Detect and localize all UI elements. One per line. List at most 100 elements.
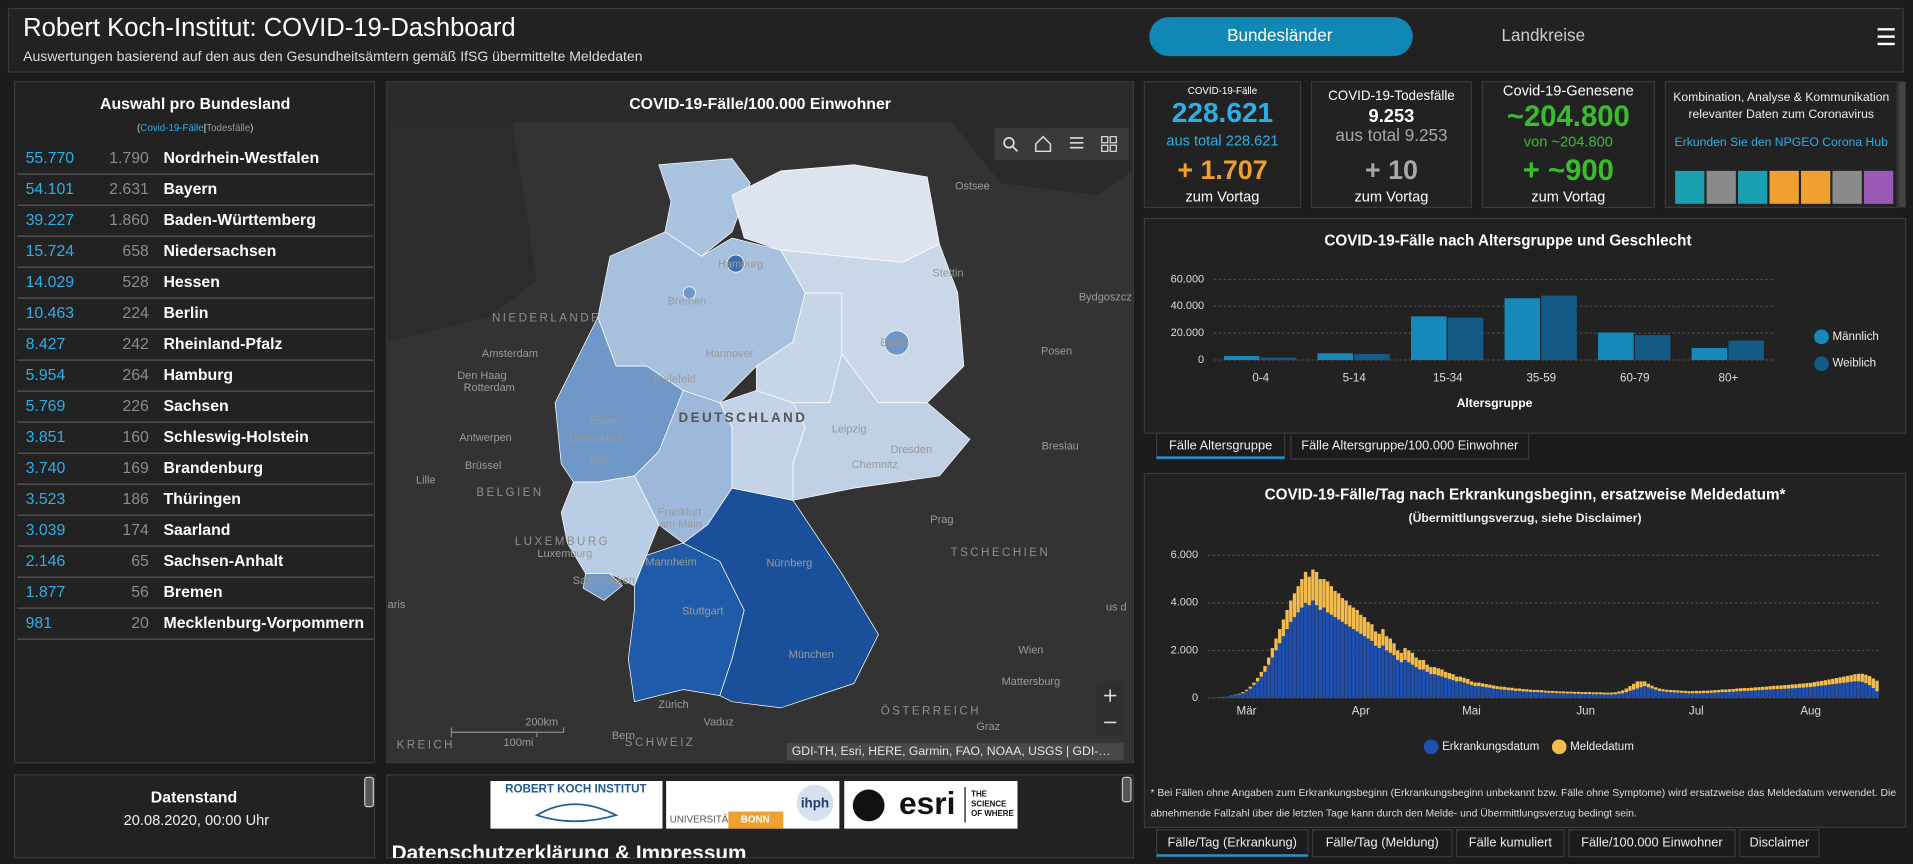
city-label: Posen [1041,345,1072,357]
y-tick-label: 20.000 [1171,327,1205,339]
tab[interactable] [1312,829,1453,858]
bar-segment [1580,692,1584,694]
tab-label: Disclaimer [1750,835,1810,850]
hub-icon[interactable] [1738,170,1768,204]
region-label: SCHWEIZ [625,737,695,749]
hub-icon[interactable] [1832,170,1862,204]
hub-icon[interactable] [1769,170,1799,204]
bar-segment [1790,688,1794,699]
bar-segment [1595,692,1599,695]
bar-segment [1834,678,1839,684]
bar-segment [1805,683,1809,688]
state-region [682,286,696,300]
map-tool-button[interactable] [1063,131,1090,158]
bar [1728,340,1764,360]
bar-segment [1801,683,1805,688]
hub-icon[interactable] [1675,170,1705,204]
bar-segment [1443,671,1448,678]
map-tool-button[interactable] [1030,131,1057,158]
menu-button[interactable] [1877,28,1895,46]
tab[interactable] [1456,829,1565,858]
bar-segment [1278,629,1282,644]
hub-text: relevanter Daten zum Coronavirus [1688,107,1874,121]
bar-segment [1333,590,1337,618]
bar-segment [1834,683,1839,699]
bar-segment [1709,690,1713,693]
search-icon [1003,137,1015,149]
bar-segment [1632,683,1636,690]
bar-segment [1270,657,1275,699]
legend-label[interactable]: Meldedatum [1570,741,1634,753]
bar-segment [1871,678,1875,689]
tab[interactable] [1568,829,1736,858]
tab[interactable] [1155,829,1309,858]
death-count: 186 [122,491,149,508]
legend-label[interactable]: Männlich [1832,331,1878,343]
kpi-card [1310,81,1472,209]
city-label: Dresden [891,444,932,456]
bar-segment [1816,686,1820,699]
bar-segment [1440,676,1444,699]
city-label: aris [388,599,406,611]
bar-segment [1654,687,1658,690]
bar-segment [1550,692,1555,699]
tab[interactable] [1290,432,1530,460]
bar-segment [1314,571,1319,606]
map-tool-button[interactable] [997,131,1024,158]
bar-segment [1561,691,1566,694]
hub-icon[interactable] [1863,170,1894,204]
water [387,122,537,342]
tab[interactable] [1155,432,1286,460]
bar-segment [1340,598,1345,622]
hub-icon[interactable] [1706,170,1736,204]
bar-segment [1643,686,1647,699]
hub-link[interactable]: Erkunden Sie den NPGEO Corona Hub [1675,135,1889,149]
state-name: Nordrhein-Westfalen [163,150,319,167]
bar-segment [1761,686,1765,690]
bar-segment [1639,681,1643,688]
bar-segment [1418,669,1422,699]
bar-segment [1805,687,1809,699]
legend-label[interactable]: Erkrankungsdatum [1442,741,1539,753]
bar-segment [1484,687,1488,699]
bar-segment [1827,684,1831,699]
bar-segment [1314,605,1319,699]
case-count: 5.769 [26,398,66,415]
hub-icon[interactable] [1801,170,1831,204]
bar-segment [1466,678,1470,684]
bar-segment [1233,695,1238,699]
legend-label[interactable]: Weiblich [1832,358,1876,370]
state-region [682,487,879,709]
bar-segment [1775,685,1780,689]
logo-text: BONN [741,815,770,826]
case-count: 39.227 [26,212,75,229]
tab[interactable] [1739,829,1820,858]
bar-segment [1384,636,1389,651]
x-tick-label: 80+ [1719,372,1739,384]
bar-segment [1584,692,1588,694]
bar-segment [1392,643,1396,656]
bar-segment [1318,609,1322,699]
bar-segment [1727,691,1732,699]
filter-option[interactable]: Covid-19-Fälle [140,123,203,134]
filter-option[interactable]: Todesfälle [206,123,250,134]
bar-segment [1462,682,1466,699]
bar-segment [1237,694,1241,699]
bar-segment [1222,696,1227,699]
bar-segment [1727,689,1732,692]
bar-segment [1458,681,1463,699]
death-count: 174 [122,522,149,539]
death-count: 2.631 [109,181,149,198]
death-count: 20 [131,615,149,632]
tab-button[interactable] [1149,17,1413,57]
grid-icon [1109,136,1117,144]
bar-segment [1808,682,1813,688]
bar-segment [1226,696,1230,699]
filter-legend: (Covid-19-Fälle|Todesfälle) [137,123,253,134]
city-label: am Main [660,519,702,531]
map-tool-button[interactable] [1096,131,1123,158]
city-label: Den Haag [457,370,506,382]
bar-segment [1569,693,1573,699]
bar-segment [1274,638,1278,651]
bar-segment [1812,682,1816,687]
